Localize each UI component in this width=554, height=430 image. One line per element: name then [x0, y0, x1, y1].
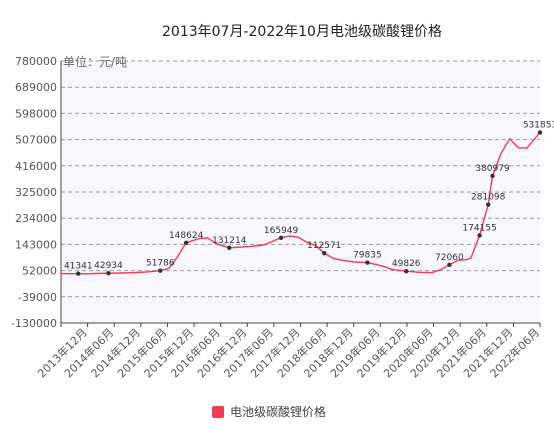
data-point[interactable]: [447, 262, 452, 268]
y-tick-label: 416000: [15, 160, 57, 173]
y-tick-label: -130000: [11, 317, 57, 330]
chart-title: 2013年07月-2022年10月电池级碳酸锂价格: [162, 24, 442, 40]
data-label: 72060: [435, 253, 464, 263]
data-label: 380979: [475, 164, 510, 174]
data-point[interactable]: [404, 269, 409, 274]
legend-swatch: [212, 406, 224, 418]
data-point[interactable]: [322, 250, 327, 256]
data-label: 281098: [471, 193, 506, 203]
data-point[interactable]: [278, 235, 284, 240]
data-label: 112571: [307, 241, 341, 251]
data-point[interactable]: [227, 245, 232, 250]
data-label: 41341: [64, 262, 93, 272]
data-point[interactable]: [183, 240, 189, 245]
legend[interactable]: 电池级碳酸锂价格: [212, 404, 326, 419]
y-tick-label: 143000: [15, 238, 57, 251]
y-tick-label: 234000: [15, 212, 57, 225]
y-tick-label: 52000: [22, 265, 57, 278]
y-axis: 780000 689000 598000 507000 416000 325000 2340…: [11, 55, 62, 330]
data-label: 49826: [392, 259, 421, 269]
data-point[interactable]: [106, 271, 111, 276]
y-tick-label: -39000: [18, 291, 57, 304]
data-point[interactable]: [477, 233, 482, 238]
data-labels: 41341 42934 51786 148624 131214 165949 112571 7…: [64, 120, 554, 276]
legend-label: 电池级碳酸锂价格: [230, 404, 326, 419]
data-label: 531853: [523, 120, 554, 130]
data-point[interactable]: [158, 268, 163, 273]
series-line: [60, 131, 541, 275]
y-tick-label: 689000: [15, 81, 57, 94]
data-point[interactable]: [486, 202, 491, 207]
data-point[interactable]: [490, 173, 495, 179]
y-tick-label: 507000: [15, 134, 57, 147]
data-label: 165949: [264, 226, 299, 236]
y-tick-label: 780000: [15, 55, 57, 68]
data-point[interactable]: [76, 271, 81, 276]
y-tick-label: 325000: [15, 186, 57, 199]
data-label: 42934: [94, 261, 123, 271]
y-tick-label: 598000: [15, 107, 57, 120]
unit-label: 单位：元/吨: [63, 54, 127, 69]
gridlines: [61, 60, 540, 298]
data-label: 79835: [353, 251, 382, 261]
series-group: [60, 131, 541, 275]
data-label: 148624: [169, 231, 204, 241]
data-point[interactable]: [365, 260, 370, 265]
data-label: 174155: [462, 223, 496, 233]
data-label: 51786: [146, 259, 175, 269]
data-label: 131214: [212, 236, 247, 246]
data-point[interactable]: [537, 130, 543, 135]
